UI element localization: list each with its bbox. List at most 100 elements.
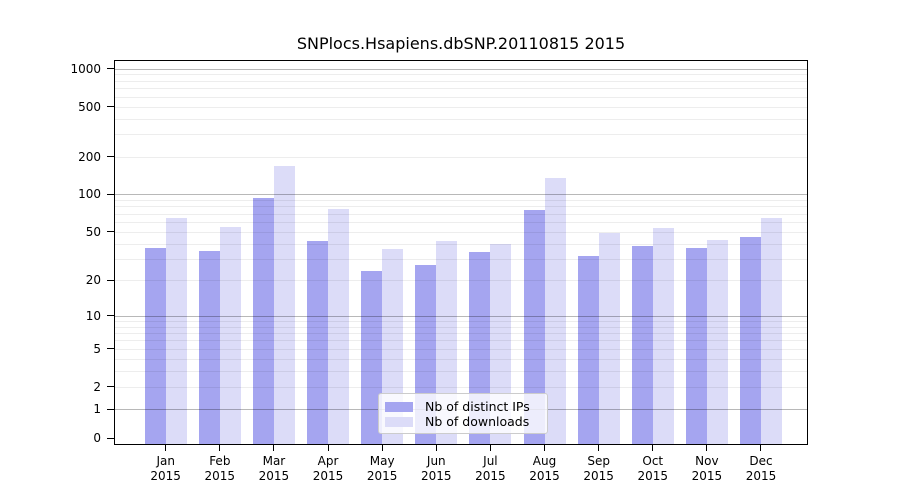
y-tick-label: 20 [85, 273, 101, 288]
bar-distinct-ips-apr [307, 241, 329, 445]
month-year: 2015 [150, 469, 181, 483]
y-tick-label: 500 [78, 99, 101, 114]
bar-downloads-nov [706, 239, 728, 445]
month-name: Mar [262, 454, 286, 468]
x-month-label: Sep 2015 [571, 454, 627, 484]
x-tick [273, 445, 275, 451]
legend: Nb of distinct IPs Nb of downloads [378, 393, 548, 434]
month-name: Jul [483, 454, 498, 468]
month-name: Jan [156, 454, 175, 468]
plot-area [114, 60, 808, 445]
y-tick [107, 193, 114, 195]
gridline-minor [114, 96, 808, 98]
bar-distinct-ips-may [361, 270, 383, 445]
x-tick [489, 445, 491, 451]
month-name: Jun [426, 454, 446, 468]
x-tick [327, 445, 329, 451]
y-tick [107, 437, 114, 439]
gridline-minor [114, 156, 808, 158]
gridline-major [114, 194, 808, 196]
x-month-label: Aug 2015 [517, 454, 573, 484]
legend-swatch-downloads [385, 416, 413, 427]
x-tick [219, 445, 221, 451]
bar-distinct-ips-dec [739, 237, 761, 445]
chart-title: SNPlocs.Hsapiens.dbSNP.20110815 2015 [296, 34, 626, 53]
month-year: 2015 [529, 469, 560, 483]
gridline-minor [114, 386, 808, 388]
x-tick [544, 445, 546, 451]
bar-distinct-ips-feb [198, 250, 220, 445]
gridline-major [114, 315, 808, 317]
legend-swatch-distinct-ips [385, 401, 413, 412]
bar-downloads-feb [219, 226, 241, 445]
x-tick [435, 445, 437, 451]
month-year: 2015 [421, 469, 452, 483]
gridline-minor [114, 206, 808, 208]
y-tick-label: 10 [85, 308, 101, 323]
month-year: 2015 [312, 469, 344, 483]
month-year: 2015 [691, 469, 723, 483]
y-tick [107, 386, 114, 388]
gridline-minor [114, 80, 808, 82]
bar-distinct-ips-sep [577, 255, 599, 445]
bar-downloads-mar [273, 166, 295, 445]
month-year: 2015 [745, 469, 777, 483]
x-tick [165, 445, 167, 451]
x-month-label: Dec 2015 [733, 454, 789, 484]
gridline-minor [114, 106, 808, 108]
y-tick-label: 50 [85, 224, 101, 239]
x-month-label: Jun 2015 [408, 454, 464, 484]
legend-item-downloads: Nb of downloads [385, 414, 539, 429]
month-name: Aug [532, 454, 557, 468]
gridline-minor [114, 134, 808, 136]
legend-label-downloads: Nb of downloads [425, 414, 530, 429]
gridline-minor [114, 258, 808, 260]
y-tick [107, 156, 114, 158]
x-tick [706, 445, 708, 451]
gridline-minor [114, 320, 808, 322]
y-tick [107, 348, 114, 350]
bar-downloads-apr [328, 209, 350, 445]
x-month-label: Jul 2015 [462, 454, 518, 484]
gridline-minor [114, 243, 808, 245]
x-month-label: Jan 2015 [138, 454, 194, 484]
bar-downloads-jan [165, 217, 187, 445]
x-month-label: Feb 2015 [192, 454, 248, 484]
x-tick [652, 445, 654, 451]
y-tick-label: 1000 [70, 61, 101, 76]
gridline-minor [114, 358, 808, 360]
gridline-minor [114, 118, 808, 120]
gridline-minor [114, 340, 808, 342]
month-name: Dec [749, 454, 773, 468]
y-tick-label: 200 [78, 149, 101, 164]
gridline-major [114, 68, 808, 70]
gridline-minor [114, 333, 808, 335]
month-name: Feb [209, 454, 231, 468]
y-tick [107, 106, 114, 108]
month-name: Oct [642, 454, 664, 468]
month-year: 2015 [366, 469, 398, 483]
x-tick [381, 445, 383, 451]
bar-downloads-sep [598, 232, 620, 445]
x-month-label: May 2015 [354, 454, 410, 484]
legend-item-distinct-ips: Nb of distinct IPs [385, 399, 539, 414]
month-name: May [369, 454, 395, 468]
gridline-minor [114, 74, 808, 76]
month-name: Sep [587, 454, 610, 468]
y-tick-label: 0 [93, 431, 101, 445]
month-name: Apr [317, 454, 339, 468]
y-tick [107, 279, 114, 281]
y-tick-label: 1 [93, 402, 101, 417]
gridline-minor [114, 199, 808, 201]
gridline-minor [114, 88, 808, 90]
y-tick-label: 2 [93, 379, 101, 394]
bar-distinct-ips-aug [523, 209, 545, 445]
bar-downloads-dec [760, 217, 782, 445]
x-tick [760, 445, 762, 451]
month-year: 2015 [204, 469, 236, 483]
bar-downloads-oct [652, 227, 674, 445]
x-tick [598, 445, 600, 451]
bar-distinct-ips-oct [631, 246, 653, 445]
x-month-label: Apr 2015 [300, 454, 356, 484]
